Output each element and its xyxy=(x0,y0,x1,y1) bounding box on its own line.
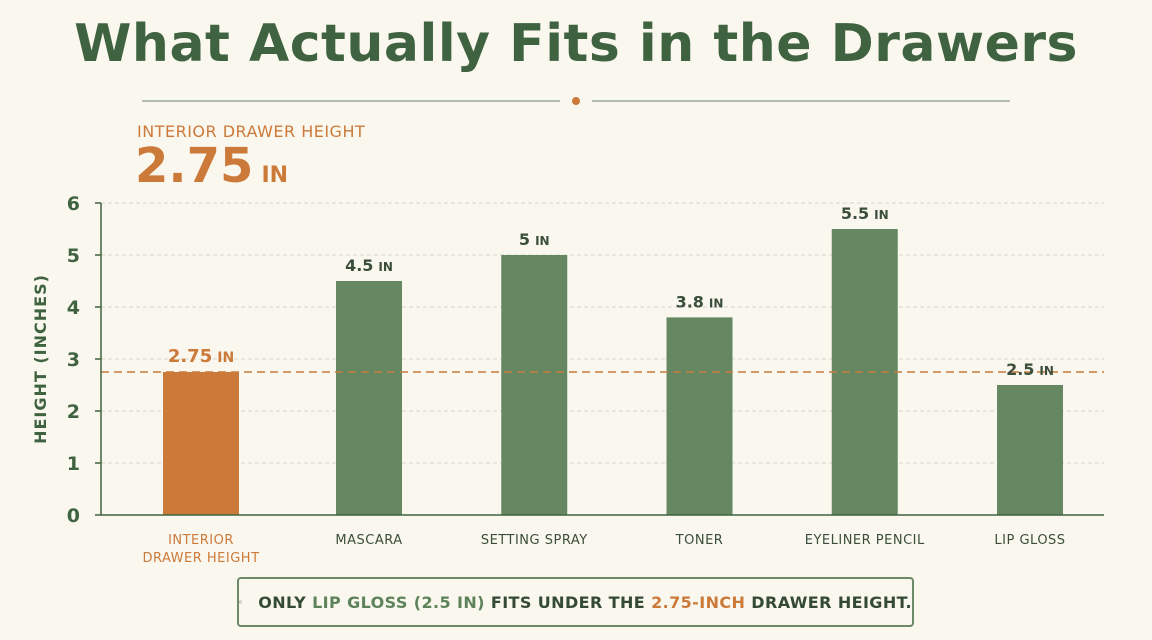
drawer-height-unit: IN xyxy=(261,163,289,188)
y-tick-label: 1 xyxy=(67,453,80,475)
drawer-height-number: 2.75 xyxy=(135,138,254,194)
bar-value-label: 3.8 IN xyxy=(676,292,724,311)
note-tail: DRAWER HEIGHT. xyxy=(751,592,912,612)
note-limit: 2.75-INCH xyxy=(651,592,746,612)
bar-value-label: 5.5 IN xyxy=(841,204,889,223)
x-category-label: LIP GLOSS xyxy=(994,533,1065,548)
x-category-label: TONER xyxy=(675,533,724,548)
grid-lines xyxy=(101,202,1104,464)
x-category-label: DRAWER HEIGHT xyxy=(142,551,259,566)
labels: 0 1 2 3 4 5 6 HEIGHT (INCHES) 2.75 IN INTERIOR DRAW… xyxy=(31,193,1065,566)
y-tick-label: 3 xyxy=(67,349,80,371)
y-tick-label: 2 xyxy=(67,401,80,423)
note-item: LIP GLOSS (2.5 IN) xyxy=(312,592,485,612)
bar xyxy=(997,385,1063,515)
bar xyxy=(336,281,402,515)
fit-summary-note: ONLY LIP GLOSS (2.5 IN) FITS UNDER THE 2… xyxy=(237,577,914,627)
y-tick-label: 4 xyxy=(67,297,80,319)
bar-value-label: 2.75 IN xyxy=(168,346,234,367)
note-lead: ONLY xyxy=(258,592,307,612)
drawer-height-caption: INTERIOR DRAWER HEIGHT xyxy=(137,122,366,141)
y-tick-label: 5 xyxy=(67,245,80,267)
y-tick-label: 0 xyxy=(67,505,80,527)
bar xyxy=(501,255,568,515)
bar-value-label: 2.5 IN xyxy=(1006,360,1054,379)
x-category-label: INTERIOR xyxy=(168,533,234,548)
y-tick-label: 6 xyxy=(67,193,80,215)
x-category-label: MASCARA xyxy=(335,533,402,548)
bar xyxy=(666,317,733,515)
bar xyxy=(163,372,239,515)
chart-title: What Actually Fits in the Drawers xyxy=(74,14,1078,74)
title-divider xyxy=(142,97,1010,105)
drawer-height-value: 2.75 IN xyxy=(135,138,288,194)
note-middle: FITS UNDER THE xyxy=(490,592,646,612)
bar-value-label: 4.5 IN xyxy=(345,256,393,275)
x-category-label: SETTING SPRAY xyxy=(481,533,588,548)
check-circle-icon xyxy=(239,600,243,604)
x-category-label: EYELINER PENCIL xyxy=(805,533,925,548)
axes xyxy=(95,202,1104,516)
bar-value-label: 5 IN xyxy=(519,230,550,249)
y-axis-label: HEIGHT (INCHES) xyxy=(31,274,50,444)
